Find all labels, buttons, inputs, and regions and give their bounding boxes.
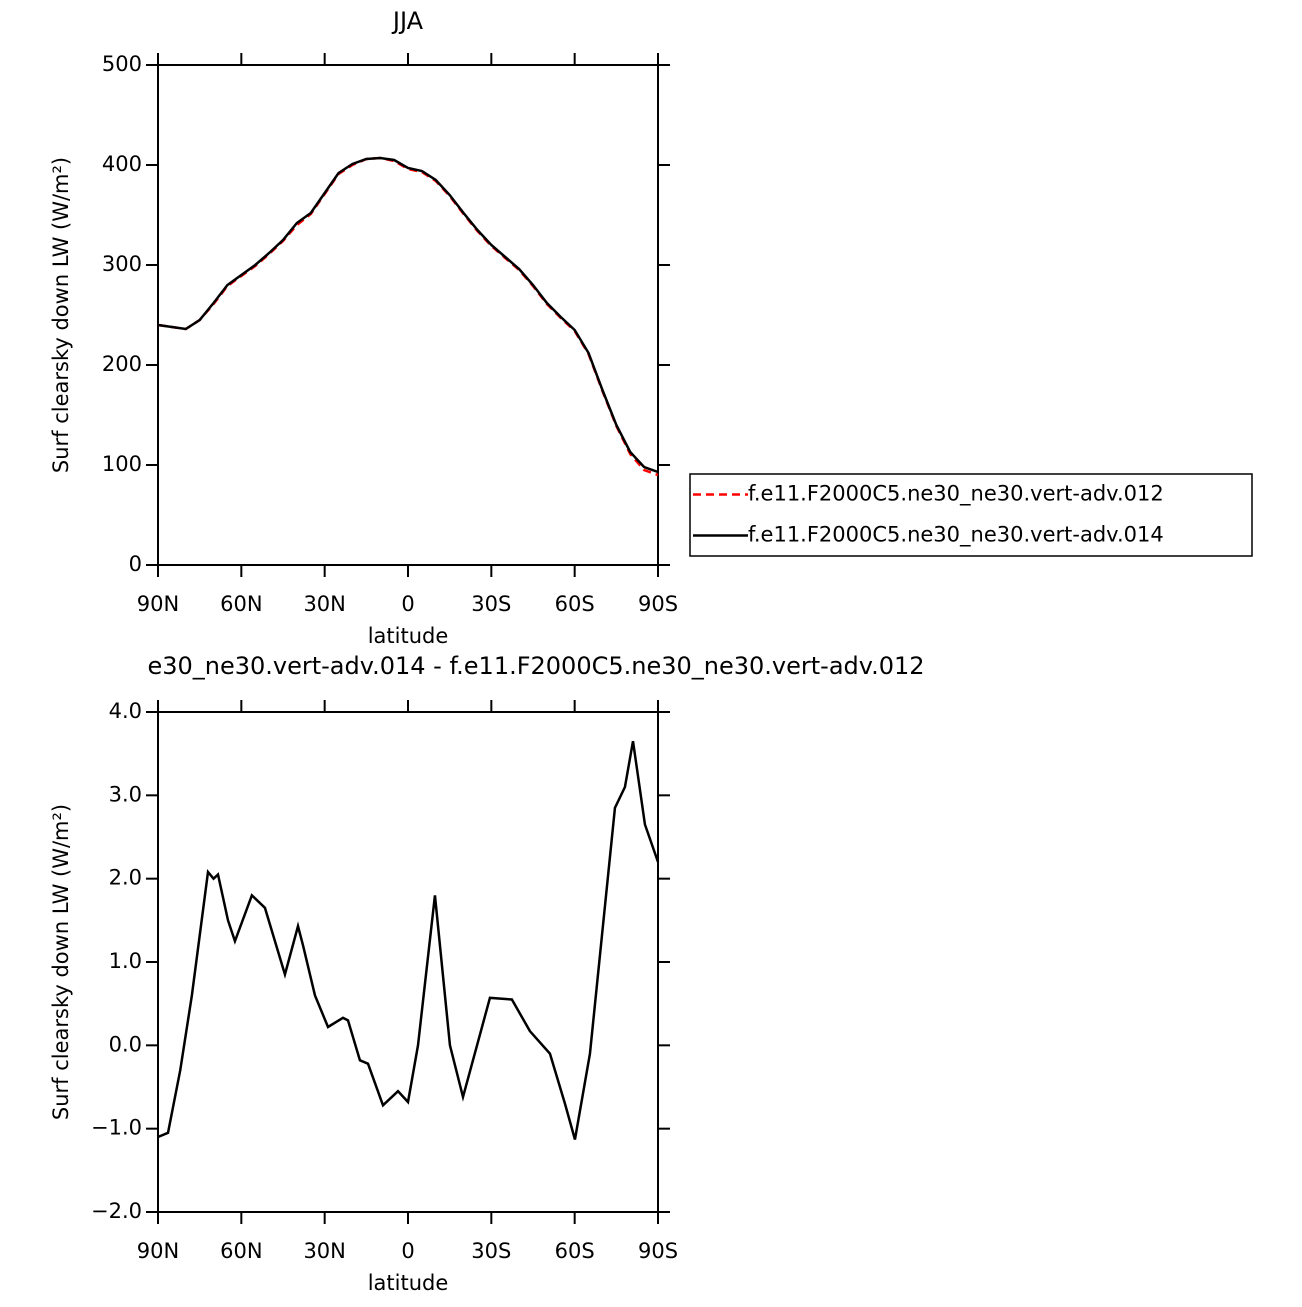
legend-box xyxy=(689,473,1253,557)
x-tick-label: 30S xyxy=(471,592,511,616)
y-tick-label: 3.0 xyxy=(109,782,142,806)
legend-label: f.e11.F2000C5.ne30_ne30.vert-adv.012 xyxy=(748,482,1164,507)
x-tick-label: 0 xyxy=(401,1239,414,1263)
x-axis-label: latitude xyxy=(368,1271,449,1295)
data-line xyxy=(157,156,659,474)
chart-title: JJA xyxy=(391,7,424,35)
x-tick-label: 60S xyxy=(555,1239,595,1263)
legend-label: f.e11.F2000C5.ne30_ne30.vert-adv.014 xyxy=(748,523,1164,548)
y-tick-label: 2.0 xyxy=(109,866,142,890)
x-tick-label: 90S xyxy=(638,592,678,616)
y-tick-label: 0.0 xyxy=(109,1032,142,1056)
y-tick-label: 1.0 xyxy=(109,949,142,973)
data-line xyxy=(157,156,659,477)
y-tick-label: −1.0 xyxy=(91,1116,142,1140)
y-axis-label: Surf clearsky down LW (W/m²) xyxy=(49,804,73,1120)
x-tick-label: 90N xyxy=(137,592,179,616)
x-tick-label: 60N xyxy=(220,1239,262,1263)
x-tick-label: 60N xyxy=(220,592,262,616)
chart-title: e30_ne30.vert-adv.014 - f.e11.F2000C5.ne… xyxy=(147,652,924,680)
x-tick-label: 30S xyxy=(471,1239,511,1263)
x-axis-label: latitude xyxy=(368,624,449,648)
y-tick-label: 4.0 xyxy=(109,699,142,723)
plot-frame xyxy=(157,711,659,1213)
y-tick-label: −2.0 xyxy=(91,1199,142,1223)
x-tick-label: 0 xyxy=(401,592,414,616)
y-axis-label: Surf clearsky down LW (W/m²) xyxy=(49,157,73,473)
y-tick-label: 100 xyxy=(102,452,142,476)
y-tick-label: 300 xyxy=(102,252,142,276)
x-tick-label: 30N xyxy=(303,1239,345,1263)
x-tick-label: 90N xyxy=(137,1239,179,1263)
plot-frame xyxy=(157,64,659,566)
x-tick-label: 90S xyxy=(638,1239,678,1263)
y-tick-label: 200 xyxy=(102,352,142,376)
y-tick-label: 500 xyxy=(102,52,142,76)
x-tick-label: 30N xyxy=(303,592,345,616)
y-tick-label: 400 xyxy=(102,152,142,176)
y-tick-label: 0 xyxy=(129,552,142,576)
data-line xyxy=(157,740,660,1140)
x-tick-label: 60S xyxy=(555,592,595,616)
